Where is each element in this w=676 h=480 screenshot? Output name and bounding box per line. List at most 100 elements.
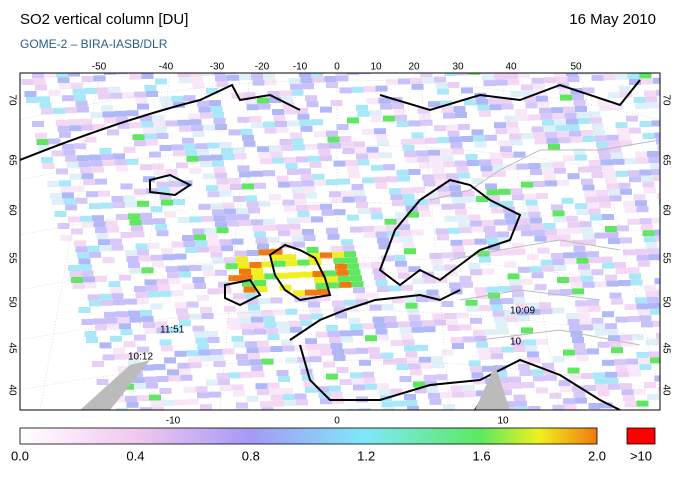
lat-label-left: 70 (6, 94, 17, 106)
pixel (129, 219, 142, 226)
pixel (56, 73, 68, 78)
pixel (78, 307, 91, 313)
pixel (368, 152, 380, 159)
pixel (177, 265, 190, 272)
pixel (242, 329, 254, 336)
pixel (673, 302, 676, 308)
pixel (629, 176, 641, 183)
pixel (380, 103, 392, 110)
pixel (470, 220, 482, 227)
pixel (260, 401, 272, 408)
pixel (218, 379, 230, 385)
pixel (467, 160, 479, 166)
pixel (665, 77, 676, 83)
pixel (546, 137, 559, 144)
pixel (597, 390, 610, 397)
pixel (326, 276, 338, 283)
pixel (420, 362, 433, 369)
pixel (519, 224, 532, 231)
pixel (317, 143, 329, 150)
pixel (504, 212, 517, 219)
pixel (429, 155, 442, 162)
pixel (282, 394, 295, 400)
pixel (332, 349, 344, 355)
pixel (492, 164, 505, 171)
pixel (488, 98, 500, 105)
pixel (597, 196, 610, 202)
pixel (466, 57, 478, 63)
pixel (300, 174, 313, 181)
pixel (390, 388, 403, 395)
pixel (408, 169, 421, 175)
pixel (615, 365, 628, 372)
pixel (114, 110, 127, 117)
pixel (602, 262, 614, 269)
pixel (186, 301, 199, 308)
pixel (131, 420, 143, 426)
lat-label-left: 45 (6, 342, 17, 354)
pixel (549, 392, 562, 399)
pixel (69, 271, 82, 277)
pixel (641, 175, 653, 182)
pixel (134, 140, 146, 147)
pixel (209, 100, 221, 106)
pixel (285, 260, 298, 267)
pixel (313, 417, 325, 423)
pixel (300, 271, 313, 278)
pixel (144, 376, 157, 383)
pixel (417, 205, 430, 211)
pixel (41, 157, 53, 163)
pixel (506, 316, 518, 322)
pixel (588, 160, 601, 166)
pixel (627, 316, 640, 322)
pixel (318, 295, 331, 301)
pixel (554, 167, 566, 174)
pixel (518, 266, 530, 273)
pixel (426, 192, 439, 199)
pixel (668, 41, 676, 47)
pixel (552, 161, 565, 168)
pixel (575, 154, 587, 161)
pixel (282, 102, 295, 109)
pixel (192, 82, 205, 89)
pixel (38, 145, 50, 151)
pixel (605, 371, 617, 378)
pixel (444, 215, 457, 222)
pixel (512, 340, 524, 346)
pixel (624, 158, 637, 165)
pixel (126, 353, 139, 360)
pixel (605, 274, 617, 281)
pixel (471, 372, 484, 379)
pixel (590, 166, 602, 172)
pixel (594, 329, 607, 336)
pixel (233, 293, 245, 300)
pixel (563, 106, 575, 113)
pixel (419, 113, 431, 120)
pixel (257, 97, 269, 104)
pixel (437, 137, 449, 144)
pixel (150, 400, 163, 407)
pixel (404, 394, 416, 400)
lon-label-top: -30 (210, 62, 225, 73)
pixel (551, 107, 563, 114)
pixel (392, 200, 404, 207)
pixel (63, 198, 76, 205)
pixel (258, 103, 271, 110)
pixel (566, 215, 578, 222)
pixel (216, 81, 229, 88)
pixel (402, 193, 415, 200)
pixel (272, 157, 284, 164)
pixel (434, 173, 446, 180)
pixel (320, 349, 332, 356)
pixel (485, 134, 497, 141)
lat-label-right: 45 (660, 342, 671, 354)
pixel (201, 73, 214, 76)
pixel (585, 196, 598, 203)
pixel (353, 190, 365, 196)
pixel (657, 338, 660, 345)
pixel (246, 250, 259, 256)
pixel (228, 178, 241, 184)
pixel (552, 259, 565, 265)
pixel (363, 377, 376, 384)
pixel (179, 125, 191, 132)
